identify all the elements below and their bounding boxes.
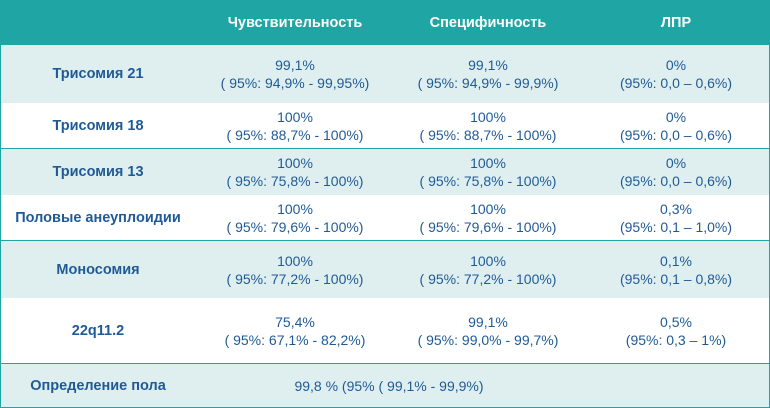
fpr-ci: (95%: 0,3 – 1%)	[625, 331, 727, 348]
specificity-value: 100%	[470, 155, 506, 171]
fpr-ci: (95%: 0,0 – 0,6%)	[619, 173, 733, 189]
sensitivity-cell: 100% ( 95%: 75,8% - 100%)	[196, 149, 394, 195]
fpr-value: 0%	[665, 108, 687, 125]
sensitivity-cell: 75,4% ( 95%: 67,1% - 82,2%)	[196, 298, 394, 363]
sensitivity-value: 100%	[277, 155, 313, 171]
specificity-cell: 99,1% ( 95%: 99,0% - 99,7%)	[394, 298, 582, 363]
specificity-cell: 100% ( 95%: 79,6% - 100%)	[394, 195, 582, 240]
specificity-cell: 100% ( 95%: 75,8% - 100%)	[394, 149, 582, 195]
sensitivity-ci: ( 95%: 94,9% - 99,95%)	[220, 75, 370, 91]
row-label: Моносомия	[56, 261, 140, 278]
specificity-ci: ( 95%: 77,2% - 100%)	[419, 270, 557, 287]
fpr-cell: 0,3% (95%: 0,1 – 1,0%)	[582, 195, 770, 240]
specificity-value: 99,1%	[468, 313, 508, 330]
fpr-ci: (95%: 0,1 – 0,8%)	[619, 270, 733, 287]
specificity-ci: ( 95%: 79,6% - 100%)	[419, 218, 557, 235]
specificity-value: 100%	[470, 252, 506, 269]
row-label: Трисомия 21	[52, 66, 144, 82]
fpr-cell: 0,5% (95%: 0,3 – 1%)	[582, 298, 770, 363]
sensitivity-value: 99,1%	[275, 57, 315, 73]
fpr-value: 0%	[665, 57, 687, 73]
row-label: Трисомия 13	[52, 164, 144, 180]
header-sensitivity: Чувствительность	[227, 14, 363, 31]
specificity-cell: 100% ( 95%: 77,2% - 100%)	[394, 241, 582, 298]
sensitivity-ci: ( 95%: 75,8% - 100%)	[226, 173, 364, 189]
fpr-ci: (95%: 0,0 – 0,6%)	[619, 126, 733, 143]
fpr-value: 0,3%	[660, 200, 692, 217]
fpr-value: 0%	[665, 155, 687, 171]
fpr-ci: (95%: 0,0 – 0,6%)	[619, 75, 733, 91]
fpr-cell: 0% (95%: 0,0 – 0,6%)	[582, 103, 770, 148]
fpr-value: 0,1%	[660, 252, 692, 269]
table-row: 22q11.2 75,4% ( 95%: 67,1% - 82,2%) 99,1…	[0, 298, 770, 364]
sensitivity-ci: ( 95%: 79,6% - 100%)	[226, 218, 364, 235]
specificity-ci: ( 95%: 94,9% - 99,9%)	[417, 75, 559, 91]
table-row-footer: Определение пола 99,8 % (95% ( 99,1% - 9…	[0, 364, 770, 408]
sensitivity-ci: ( 95%: 77,2% - 100%)	[226, 270, 364, 287]
sensitivity-value: 100%	[277, 200, 313, 217]
fpr-ci: (95%: 0,1 – 1,0%)	[619, 218, 733, 235]
sex-determination-value: 99,8 % (95% ( 99,1% - 99,9%)	[294, 378, 484, 394]
table-row: Трисомия 18 100% ( 95%: 88,7% - 100%) 10…	[0, 103, 770, 149]
table-row: Моносомия 100% ( 95%: 77,2% - 100%) 100%…	[0, 241, 770, 298]
fpr-cell: 0% (95%: 0,0 – 0,6%)	[582, 45, 770, 103]
sensitivity-cell: 100% ( 95%: 77,2% - 100%)	[196, 241, 394, 298]
sensitivity-value: 75,4%	[275, 313, 315, 330]
specificity-value: 99,1%	[468, 57, 508, 73]
specificity-value: 100%	[470, 108, 506, 125]
fpr-cell: 0,1% (95%: 0,1 – 0,8%)	[582, 241, 770, 298]
table-header: Чувствительность Специфичность ЛПР	[0, 0, 770, 45]
sensitivity-ci: ( 95%: 88,7% - 100%)	[226, 126, 364, 143]
sensitivity-cell: 100% ( 95%: 79,6% - 100%)	[196, 195, 394, 240]
specificity-cell: 100% ( 95%: 88,7% - 100%)	[394, 103, 582, 148]
specificity-cell: 99,1% ( 95%: 94,9% - 99,9%)	[394, 45, 582, 103]
header-specificity: Специфичность	[429, 14, 547, 31]
table-row: Трисомия 21 99,1% ( 95%: 94,9% - 99,95%)…	[0, 45, 770, 103]
header-empty	[0, 0, 196, 45]
sensitivity-value: 100%	[277, 108, 313, 125]
empty-cell	[582, 364, 770, 408]
specificity-value: 100%	[470, 200, 506, 217]
specificity-ci: ( 95%: 75,8% - 100%)	[419, 173, 557, 189]
header-fpr: ЛПР	[660, 14, 692, 31]
sensitivity-value: 100%	[277, 252, 313, 269]
sensitivity-cell: 100% ( 95%: 88,7% - 100%)	[196, 103, 394, 148]
fpr-value: 0,5%	[660, 313, 692, 330]
specificity-ci: ( 95%: 99,0% - 99,7%)	[417, 331, 559, 348]
row-label: 22q11.2	[71, 322, 125, 339]
fpr-cell: 0% (95%: 0,0 – 0,6%)	[582, 149, 770, 195]
row-label: Половые анеуплоидии	[15, 209, 181, 226]
row-label: Определение пола	[30, 378, 166, 394]
row-label: Трисомия 18	[52, 117, 144, 134]
specificity-ci: ( 95%: 88,7% - 100%)	[419, 126, 557, 143]
sensitivity-ci: ( 95%: 67,1% - 82,2%)	[224, 331, 366, 348]
sensitivity-cell: 99,1% ( 95%: 94,9% - 99,95%)	[196, 45, 394, 103]
table-row: Половые анеуплоидии 100% ( 95%: 79,6% - …	[0, 195, 770, 241]
table-row: Трисомия 13 100% ( 95%: 75,8% - 100%) 10…	[0, 149, 770, 195]
